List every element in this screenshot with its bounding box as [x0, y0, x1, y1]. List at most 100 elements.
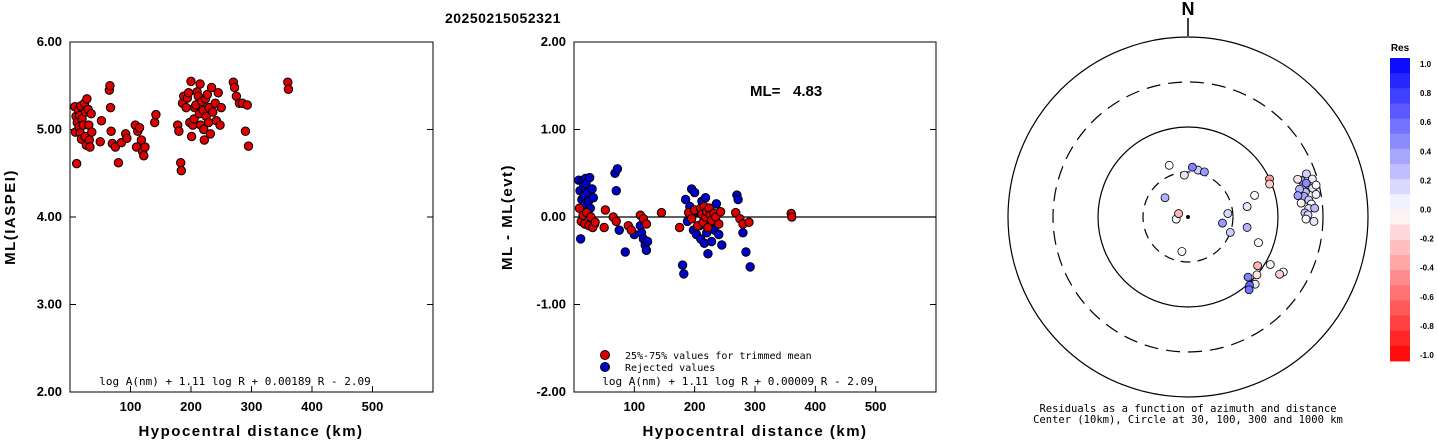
- ring-300km: [1052, 81, 1324, 353]
- colorbar-tick-labels: 1.0 0.8 0.6 0.4 0.2 0.0 -0.2 -0.4 -0.6 -0.8 -1.0: [1420, 60, 1434, 360]
- data-point: [745, 262, 755, 272]
- colorbar-cell: [1390, 133, 1410, 150]
- data-point: [134, 123, 145, 133]
- colorbar-cell: [1390, 118, 1410, 135]
- station-point: [1223, 209, 1233, 218]
- data-point: [96, 116, 107, 126]
- data-point: [738, 228, 748, 238]
- residual-vs-distance-plot: 100 200 300 400 500 -2.00 -1.00 0.00 1.00 2.00 M…: [499, 34, 937, 440]
- data-point: [105, 102, 116, 113]
- y-tick-label: -2.00: [536, 384, 566, 399]
- colorbar-tick-label: -0.8: [1420, 322, 1434, 331]
- data-point: [641, 245, 652, 255]
- x-tick-label: 500: [865, 399, 887, 414]
- y-tick-label: 2.00: [541, 34, 566, 49]
- colorbar-cell: [1390, 239, 1410, 256]
- data-point: [82, 94, 92, 104]
- data-point: [679, 269, 689, 279]
- data-point: [717, 240, 727, 250]
- data-point: [242, 100, 252, 110]
- data-point: [215, 120, 225, 130]
- ring-100km: [1097, 126, 1279, 308]
- data-point: [614, 225, 624, 235]
- colorbar-cell: [1390, 224, 1410, 241]
- station-point: [1293, 191, 1303, 201]
- data-point: [176, 158, 186, 168]
- data-point: [122, 133, 132, 143]
- y-tick-label: 3.00: [37, 297, 62, 312]
- data-point: [85, 142, 95, 152]
- station-point: [1301, 214, 1311, 224]
- data-point: [106, 126, 116, 136]
- data-point: [151, 109, 161, 120]
- station-point: [1311, 180, 1321, 190]
- colorbar-cell: [1390, 254, 1410, 271]
- station-point: [1301, 178, 1311, 188]
- legend-label-trimmed: 25%-75% values for trimmed mean: [625, 351, 812, 362]
- middle-formula: log A(nm) + 1.11 log R + 0.00009 R - 2.0…: [602, 375, 874, 388]
- data-point: [139, 151, 149, 161]
- colorbar-tick-label: 0.0: [1420, 206, 1432, 215]
- colorbar-cell: [1390, 58, 1410, 74]
- station-point: [1275, 269, 1284, 279]
- data-point: [703, 249, 713, 259]
- data-point: [588, 193, 599, 203]
- north-label: N: [1182, 0, 1195, 19]
- colorbar-tick-label: 1.0: [1420, 60, 1432, 69]
- data-point: [216, 102, 226, 113]
- station-point: [1200, 167, 1209, 177]
- data-point: [199, 124, 209, 135]
- data-point: [680, 194, 691, 205]
- station-point: [1265, 260, 1275, 269]
- station-point: [1302, 169, 1311, 179]
- left-y-ticks: 2.00 3.00 4.00 5.00 6.00: [37, 34, 433, 399]
- colorbar-cell: [1390, 345, 1410, 362]
- left-x-ticks: 100 200 300 400 500: [120, 386, 383, 414]
- y-tick-label: 2.00: [37, 384, 62, 399]
- middle-x-ticks: 100 200 300 400 500: [623, 386, 887, 414]
- data-point: [213, 88, 223, 98]
- station-point: [1164, 160, 1174, 170]
- data-point: [626, 225, 637, 235]
- data-point: [741, 247, 751, 257]
- data-point: [700, 193, 711, 203]
- data-point: [105, 81, 115, 91]
- data-point: [206, 82, 217, 93]
- x-tick-label: 300: [744, 399, 766, 414]
- data-point: [620, 247, 630, 257]
- station-point: [1160, 193, 1170, 203]
- colorbar-cell: [1390, 315, 1410, 332]
- colorbar-cell: [1390, 179, 1410, 195]
- station-point: [1187, 162, 1197, 172]
- station-point: [1265, 179, 1274, 189]
- colorbar-cell: [1390, 285, 1410, 301]
- data-point: [744, 217, 754, 227]
- x-tick-label: 200: [180, 399, 202, 414]
- data-point: [677, 260, 688, 270]
- left-x-axis-label: Hypocentral distance (km): [138, 423, 363, 440]
- data-point: [150, 117, 160, 128]
- colorbar-title: Res: [1391, 43, 1410, 54]
- data-point: [711, 199, 722, 209]
- y-tick-label: 4.00: [37, 209, 62, 224]
- ring-1000km: [1007, 36, 1369, 398]
- station-point: [1296, 198, 1306, 208]
- y-tick-label: 5.00: [37, 122, 62, 137]
- data-point: [205, 129, 216, 139]
- station-point: [1242, 202, 1252, 211]
- x-tick-label: 400: [301, 399, 323, 414]
- colorbar-tick-label: -0.2: [1420, 235, 1434, 244]
- data-point: [599, 222, 609, 233]
- figure-title: 20250215052321: [445, 10, 561, 26]
- legend-marker-rejected: [600, 362, 610, 372]
- station-point: [1293, 174, 1303, 184]
- station-point: [1242, 223, 1252, 232]
- azimuth-residual-plot: N Residuals as a function of azimuth and…: [1007, 0, 1369, 426]
- ring-30km: [1142, 171, 1234, 263]
- data-point: [642, 236, 653, 247]
- station-point: [1311, 190, 1321, 199]
- legend-label-rejected: Rejected values: [625, 363, 715, 374]
- station-point: [1309, 216, 1319, 226]
- x-tick-label: 100: [120, 399, 142, 414]
